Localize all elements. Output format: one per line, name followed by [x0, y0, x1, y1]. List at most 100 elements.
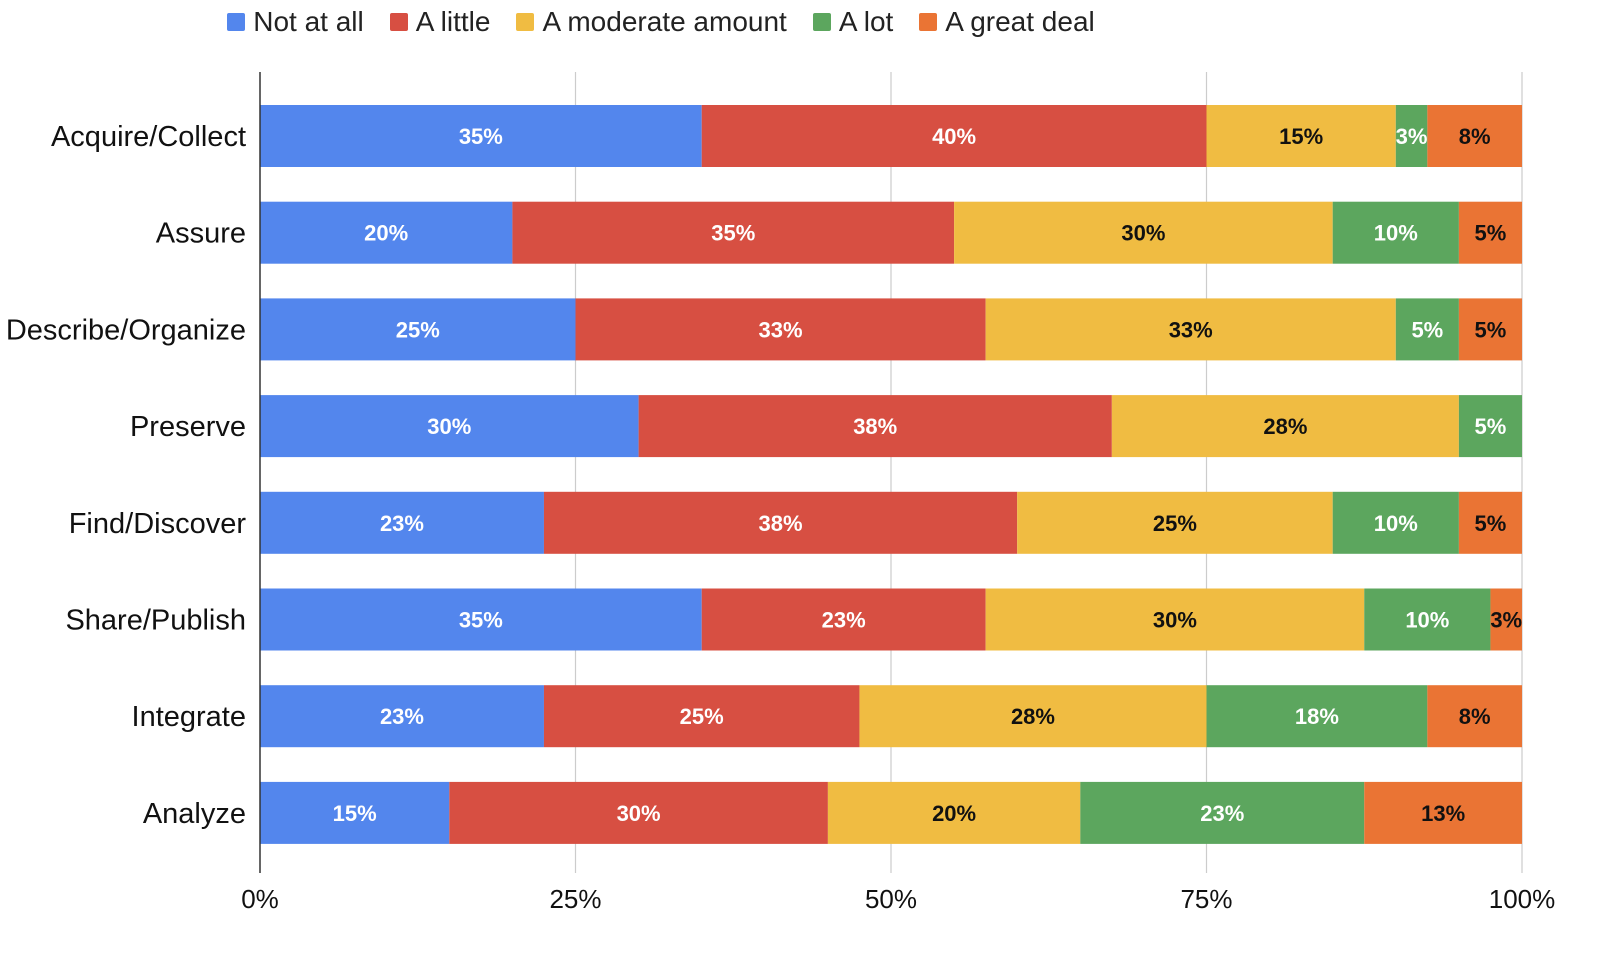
data-label: 25%: [396, 317, 440, 342]
bar-segment: [985, 588, 1365, 651]
legend-swatch: [389, 13, 408, 31]
category-label: Analyze: [143, 798, 246, 830]
data-label: 8%: [1459, 124, 1491, 149]
bar-segment: [859, 685, 1207, 748]
category-label: Share/Publish: [65, 605, 246, 637]
data-label: 38%: [759, 511, 803, 536]
chart-legend: Not at all A little A moderate amount A lot…: [0, 6, 1622, 38]
data-label: 5%: [1475, 317, 1507, 342]
bar-segment: [1332, 201, 1459, 264]
bar-segment: [701, 105, 1207, 167]
legend-swatch: [227, 13, 246, 31]
data-label: 30%: [1121, 221, 1165, 246]
bar-segment: [543, 685, 860, 748]
legend-item[interactable]: Not at all: [227, 6, 364, 38]
data-label: 20%: [932, 801, 976, 826]
data-label: 30%: [427, 414, 471, 439]
category-label: Integrate: [132, 701, 246, 733]
data-label: 20%: [364, 221, 408, 246]
bar-segment: [827, 781, 1081, 844]
bar-segment: [1395, 105, 1428, 167]
legend-label: Not at all: [253, 6, 364, 37]
category-label: Acquire/Collect: [51, 121, 246, 153]
data-label: 5%: [1475, 221, 1507, 246]
x-tick-label: 0%: [241, 884, 279, 914]
bar-segment: [449, 781, 828, 844]
x-tick-label: 50%: [865, 884, 917, 914]
bar-segment: [1111, 395, 1459, 458]
legend-label: A lot: [838, 6, 894, 37]
data-label: 23%: [822, 608, 866, 633]
data-label: 3%: [1490, 608, 1522, 633]
data-label: 5%: [1475, 414, 1507, 439]
bar-segment: [1395, 298, 1459, 361]
data-label: 25%: [1153, 511, 1197, 536]
bar-segment: [1080, 781, 1365, 844]
category-label: Assure: [156, 218, 246, 250]
bar-segment: [260, 588, 702, 651]
data-label: 10%: [1405, 608, 1449, 633]
data-label: 23%: [1200, 801, 1244, 826]
x-tick-label: 25%: [549, 884, 601, 914]
data-label: 25%: [680, 704, 724, 729]
data-label: 5%: [1411, 317, 1443, 342]
bar-segment: [575, 298, 986, 361]
bar-segment: [260, 395, 639, 458]
legend-swatch: [516, 13, 535, 31]
bar-segment: [1206, 685, 1428, 748]
category-label: Preserve: [130, 411, 246, 443]
legend-item[interactable]: A little: [389, 6, 491, 38]
data-label: 30%: [617, 801, 661, 826]
legend-label: A little: [415, 6, 491, 37]
bar-segment: [1427, 105, 1522, 167]
legend-swatch: [919, 13, 938, 31]
legend-label: A moderate amount: [542, 6, 787, 37]
data-label: 3%: [1396, 124, 1428, 149]
legend-swatch: [812, 13, 831, 31]
data-label: 10%: [1374, 221, 1418, 246]
bar-segment: [1458, 201, 1522, 264]
data-label: 23%: [380, 511, 424, 536]
data-label: 28%: [1263, 414, 1307, 439]
data-label: 15%: [333, 801, 377, 826]
data-label: 33%: [759, 317, 803, 342]
data-label: 28%: [1011, 704, 1055, 729]
bar-segment: [1206, 105, 1396, 167]
data-label: 35%: [459, 608, 503, 633]
bar-segment: [1490, 588, 1522, 651]
bar-segment: [1427, 685, 1522, 748]
bar-segment: [260, 685, 544, 748]
bar-segment: [1364, 588, 1491, 651]
data-label: 18%: [1295, 704, 1339, 729]
bar-segment: [260, 781, 450, 844]
bar-segment: [260, 298, 576, 361]
bar-segment: [1458, 491, 1522, 554]
category-label: Find/Discover: [69, 508, 247, 540]
bar-segment: [954, 201, 1333, 264]
data-label: 33%: [1169, 317, 1213, 342]
bar-segment: [1017, 491, 1333, 554]
bar-segment: [512, 201, 955, 264]
bar-segment: [1332, 491, 1459, 554]
bar-segment: [260, 201, 513, 264]
data-label: 13%: [1421, 801, 1465, 826]
data-label: 40%: [932, 124, 976, 149]
x-tick-label: 100%: [1489, 884, 1556, 914]
bar-segment: [638, 395, 1112, 458]
legend-item[interactable]: A moderate amount: [516, 6, 787, 38]
legend-items: Not at all A little A moderate amount A lot…: [227, 6, 1095, 38]
legend-item[interactable]: A great deal: [919, 6, 1095, 38]
data-label: 38%: [853, 414, 897, 439]
bar-segment: [1458, 395, 1522, 458]
bar-segment: [1364, 781, 1522, 844]
bar-segment: [543, 491, 1018, 554]
data-label: 35%: [459, 124, 503, 149]
data-label: 10%: [1374, 511, 1418, 536]
legend-label: A great deal: [945, 6, 1095, 37]
bar-segment: [260, 491, 544, 554]
legend-item[interactable]: A lot: [812, 6, 894, 38]
bar-segment: [985, 298, 1396, 361]
bar-segment: [260, 105, 702, 167]
